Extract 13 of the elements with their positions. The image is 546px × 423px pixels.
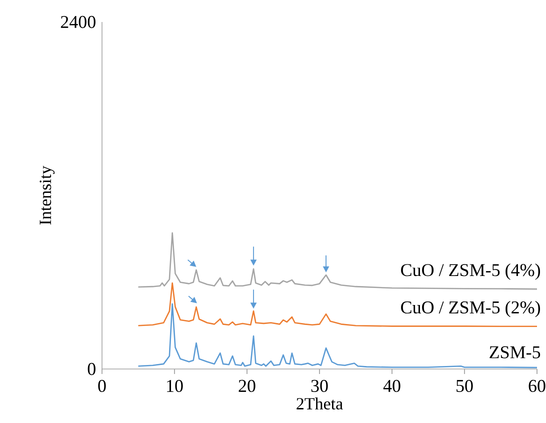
x-tick-label: 0 (98, 380, 106, 392)
x-tick-label: 60 (528, 380, 546, 392)
y-tick-label: 2400 (60, 16, 96, 28)
x-tick-label: 50 (456, 380, 473, 392)
x-tick-label: 10 (167, 380, 183, 392)
x-axis-title: 2Theta (296, 398, 343, 410)
x-tick-label: 40 (383, 380, 400, 392)
series-label: ZSM-5 (490, 346, 540, 358)
x-tick-label: 30 (311, 380, 328, 392)
series-label: CuO / ZSM-5 (2%) (401, 300, 540, 318)
series-label: CuO / ZSM-5 (4%) (401, 264, 540, 280)
x-tick-label: 20 (238, 380, 256, 392)
y-axis-title: Intensity (40, 166, 55, 225)
